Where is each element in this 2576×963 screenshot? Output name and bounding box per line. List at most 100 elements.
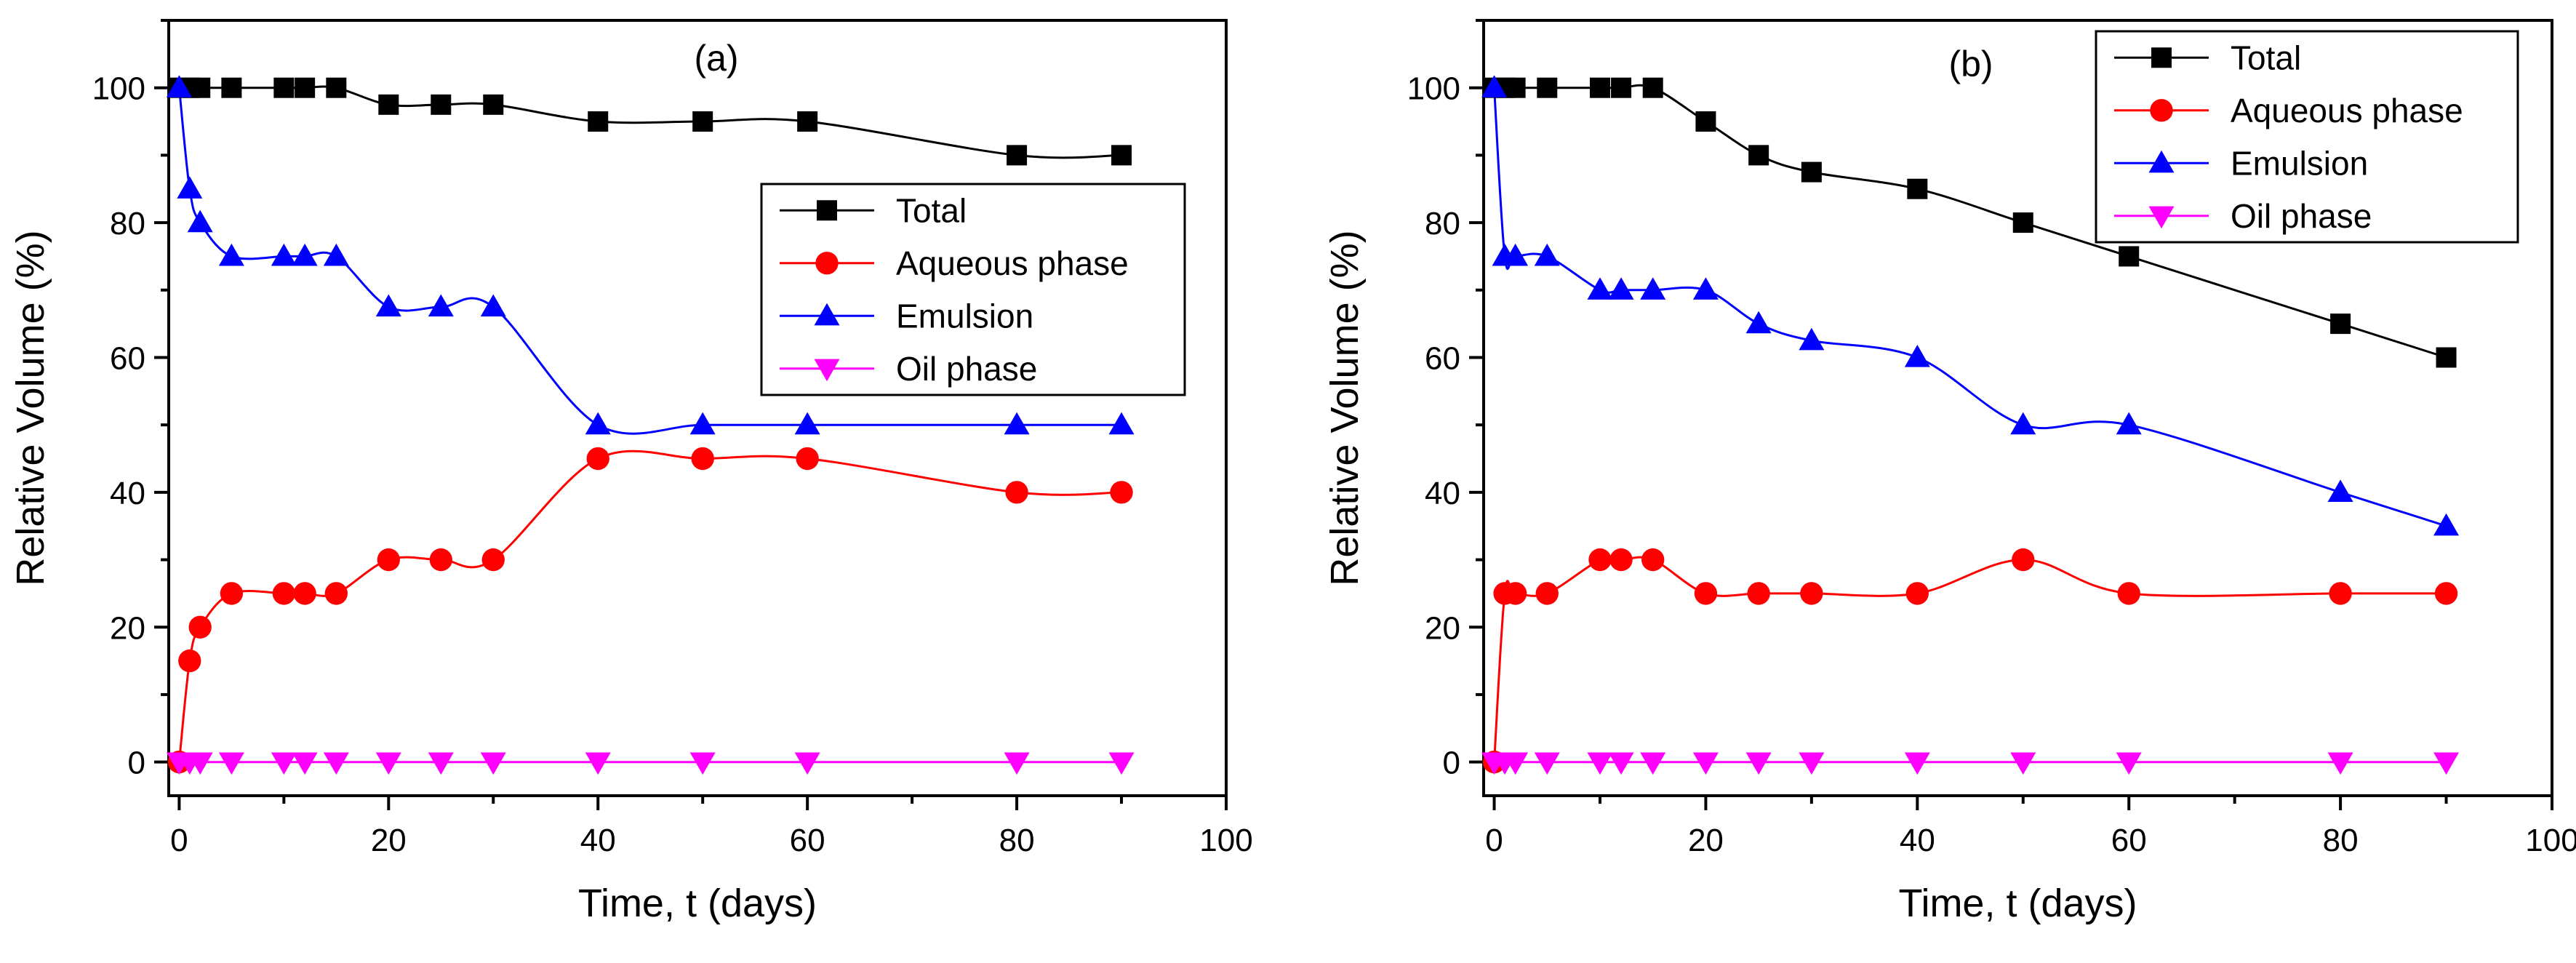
legend-marker-aqueous-phase <box>815 252 839 275</box>
legend-marker-total <box>2151 47 2172 68</box>
x-tick-label: 0 <box>1485 823 1503 858</box>
x-tick-label: 80 <box>999 823 1035 858</box>
data-point-oil-phase <box>1692 752 1719 775</box>
data-point-oil-phase <box>1640 752 1666 775</box>
y-tick-label: 0 <box>128 746 145 781</box>
data-point-aqueous-phase <box>586 447 609 471</box>
data-point-total <box>2436 347 2457 368</box>
y-tick-label: 20 <box>1425 610 1460 646</box>
data-point-aqueous-phase <box>1609 548 1633 572</box>
data-point-oil-phase <box>689 752 716 775</box>
data-point-emulsion <box>480 294 506 317</box>
data-point-emulsion <box>1108 412 1135 435</box>
data-point-aqueous-phase <box>429 548 452 572</box>
data-point-oil-phase <box>1534 752 1560 775</box>
data-point-total <box>221 77 242 98</box>
data-point-emulsion <box>218 243 244 266</box>
data-point-oil-phase <box>218 752 244 775</box>
data-point-aqueous-phase <box>1641 548 1665 572</box>
data-point-emulsion <box>1587 277 1613 300</box>
data-point-emulsion <box>1745 311 1772 334</box>
data-point-oil-phase <box>480 752 506 775</box>
data-point-oil-phase <box>1503 752 1529 775</box>
data-point-oil-phase <box>375 752 401 775</box>
data-point-aqueous-phase <box>1535 582 1559 605</box>
legend-marker-emulsion <box>2148 150 2175 173</box>
data-point-emulsion <box>585 412 611 435</box>
data-point-aqueous-phase <box>481 548 505 572</box>
data-point-emulsion <box>2433 513 2460 536</box>
data-point-aqueous-phase <box>1503 582 1527 605</box>
chart-panel-b: 0 20 40 60 80 100 0 20 40 60 80 100 Time, t (days) Re… <box>1323 19 2576 925</box>
x-axis-label: Time, t (days) <box>1898 882 2137 925</box>
data-point-total <box>1695 111 1716 132</box>
y-tick-label: 80 <box>1425 206 1460 241</box>
y-axis-label: Relative Volume (%) <box>1323 230 1367 586</box>
data-point-emulsion <box>375 294 401 317</box>
y-tick-label: 100 <box>1407 71 1460 107</box>
data-point-aqueous-phase <box>2329 582 2352 605</box>
legend-marker-oil-phase <box>2148 206 2175 229</box>
data-point-emulsion <box>1004 412 1030 435</box>
data-point-aqueous-phase <box>1905 582 1929 605</box>
x-tick-label: 80 <box>2323 823 2359 858</box>
x-tick-label: 100 <box>1199 823 1252 858</box>
y-tick-label: 60 <box>1425 340 1460 376</box>
data-point-total <box>2119 246 2140 267</box>
data-point-oil-phase <box>323 752 349 775</box>
data-point-aqueous-phase <box>1005 481 1028 504</box>
y-tick-label: 40 <box>1425 476 1460 511</box>
data-point-emulsion <box>428 294 454 317</box>
legend-marker-oil-phase <box>814 359 840 382</box>
data-point-aqueous-phase <box>691 447 714 471</box>
data-point-total <box>1642 77 1663 98</box>
data-point-emulsion <box>2327 479 2353 502</box>
data-point-emulsion <box>689 412 716 435</box>
plot-frame <box>167 19 1228 797</box>
data-point-oil-phase <box>1608 752 1634 775</box>
x-tick-label: 60 <box>790 823 825 858</box>
data-point-emulsion <box>2116 412 2142 435</box>
data-point-oil-phase <box>1587 752 1613 775</box>
panel-label: (b) <box>1948 44 1993 84</box>
data-point-oil-phase <box>2433 752 2460 775</box>
data-point-emulsion <box>1481 75 1508 97</box>
data-point-aqueous-phase <box>796 447 819 471</box>
data-point-aqueous-phase <box>220 582 244 605</box>
data-point-aqueous-phase <box>178 649 201 673</box>
data-point-oil-phase <box>1004 752 1030 775</box>
data-point-total <box>431 94 452 115</box>
legend: Total Aqueous phase Emulsion Oil phase <box>2095 30 2519 244</box>
data-point-total <box>1537 77 1558 98</box>
data-point-oil-phase <box>1799 752 1825 775</box>
legend-marker-aqueous-phase <box>2150 99 2173 122</box>
data-point-aqueous-phase <box>293 582 316 605</box>
data-point-total <box>2012 212 2033 233</box>
legend-label-emulsion: Emulsion <box>2231 144 2368 182</box>
data-point-emulsion <box>177 176 203 199</box>
data-point-emulsion <box>1640 277 1666 300</box>
data-point-oil-phase <box>187 752 213 775</box>
data-point-total <box>483 94 504 115</box>
data-point-aqueous-phase <box>1694 582 1718 605</box>
data-point-aqueous-phase <box>1110 481 1133 504</box>
legend-marker-emulsion <box>814 303 840 326</box>
x-tick-label: 20 <box>1688 823 1724 858</box>
data-point-oil-phase <box>794 752 820 775</box>
y-tick-label: 0 <box>1443 746 1460 781</box>
x-axis-label: Time, t (days) <box>578 882 817 925</box>
data-point-emulsion <box>166 75 192 97</box>
legend-label-aqueous-phase: Aqueous phase <box>896 244 1129 282</box>
data-point-total <box>797 111 818 132</box>
data-point-oil-phase <box>271 752 297 775</box>
plot-frame <box>1482 19 2553 797</box>
legend-label-emulsion: Emulsion <box>896 297 1033 335</box>
data-point-total <box>1505 77 1526 98</box>
data-point-total <box>190 77 211 98</box>
data-point-total <box>295 77 316 98</box>
data-point-emulsion <box>323 243 349 266</box>
panel-label: (a) <box>694 38 738 79</box>
data-point-aqueous-phase <box>1588 548 1612 572</box>
x-tick-label: 100 <box>2525 823 2576 858</box>
